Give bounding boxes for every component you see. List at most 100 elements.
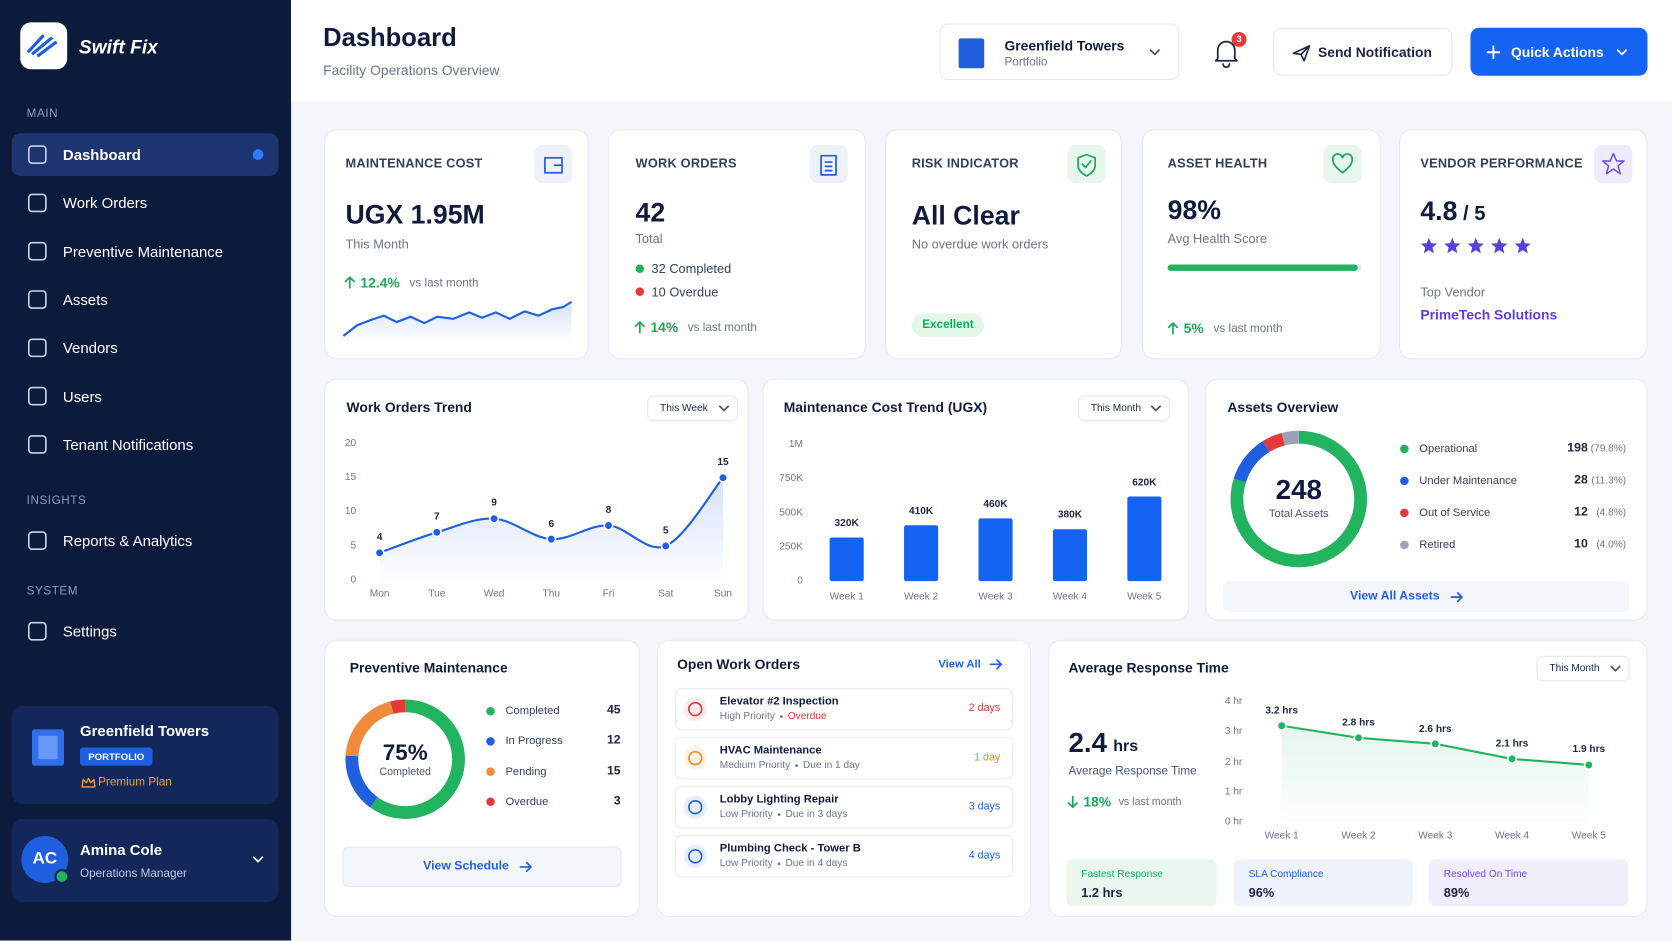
nav-icon [27,290,47,309]
dropdown[interactable] [1078,395,1170,422]
icon [1486,45,1501,60]
nav-item[interactable]: Assets [62,290,108,309]
view-schedule-button[interactable] [342,846,622,888]
kpi-breakdown: 32 Completed [651,261,732,277]
stat-value: 89% [1443,885,1470,900]
icon [1077,153,1096,177]
work-order-priority: High Priority [719,710,775,723]
kpi-label: RISK INDICATOR [911,155,1019,171]
icon [252,856,264,863]
link[interactable]: View All [938,657,981,671]
sparkline-area [343,301,572,342]
kpi-label: ASSET HEALTH [1167,155,1268,171]
user-role: Operations Manager [79,867,187,881]
y-tick-label: 5 [350,539,357,552]
work-order-icon-bg [683,746,707,770]
quick-actions-label[interactable]: Quick Actions [1510,44,1604,61]
data-label: 4 [376,531,383,544]
nav-active-bg[interactable] [11,133,279,176]
data-label: 2.6 hrs [1418,722,1452,735]
nav-icon [27,338,47,358]
legend-share: (4.0%) [1596,538,1627,551]
legend-label: Out of Service [1419,506,1491,520]
x-tick-label: Week 5 [1127,591,1162,603]
star [1444,237,1461,254]
work-order-item[interactable] [674,785,1014,829]
data-point [603,520,614,531]
nav-item[interactable]: Reports & Analytics [62,532,193,550]
kpi-change-note: vs last month [409,276,479,290]
legend-value: 198 [1567,441,1588,455]
work-order-icon-bg [683,697,707,721]
legend-dot [486,797,495,807]
donut-center-value: 75% [382,740,428,766]
star [1420,237,1437,254]
active-dot [252,149,264,160]
dropdown-label[interactable]: This Month [1549,662,1600,675]
data-label: 2.8 hrs [1342,716,1375,729]
icon [1616,49,1628,56]
status-badge [911,313,985,337]
nav-icon [27,435,47,454]
legend-value: 3 [613,794,621,808]
y-tick-label: 10 [344,505,357,518]
nav-item[interactable]: Vendors [62,339,118,357]
notification-count[interactable]: 3 [1236,33,1242,45]
kpi-caption: Top Vendor [1420,284,1486,300]
work-order-item[interactable] [674,736,1014,780]
send-notification-label[interactable]: Send Notification [1317,44,1432,61]
nav-item[interactable]: Settings [62,622,117,640]
y-tick-label: 20 [344,437,357,450]
data-label: 15 [717,456,729,469]
icon [1331,153,1354,174]
star [1467,237,1484,254]
stat-value: 96% [1248,885,1275,900]
nav-item[interactable]: Preventive Maintenance [62,242,224,260]
status-badge-text: Excellent [922,318,974,332]
kpi-value: 4.8 [1420,196,1458,227]
x-tick-label: Week 3 [978,591,1013,603]
x-tick-label: Week 2 [1341,829,1376,842]
nav-icon [27,531,47,550]
data-label: 410K [908,505,934,517]
donut-segment [345,755,378,808]
kpi-caption: This Month [345,236,409,252]
legend-dot [1400,540,1409,550]
kpi-caption: Total [635,231,663,247]
legend-label: Operational [1419,442,1478,456]
work-order-status: Due in 1 day [802,759,860,772]
legend-dot [486,737,495,746]
nav-item[interactable]: Dashboard [62,146,141,164]
property-name: Greenfield Towers [79,721,210,739]
work-order-item[interactable] [674,834,1014,878]
separator-dot [795,764,798,768]
avatar [21,836,69,883]
kpi-caption: No overdue work orders [911,236,1049,252]
work-order-status: Due in 3 days [785,808,848,821]
work-order-title: Plumbing Check - Tower B [719,842,861,855]
metric-caption: Average Response Time [1068,765,1197,778]
data-label: 9 [491,497,497,510]
nav-item[interactable]: Tenant Notifications [62,435,194,453]
legend-label: In Progress [505,734,563,748]
nav-item[interactable]: Work Orders [62,194,148,212]
view-all-assets-button[interactable] [1223,581,1630,613]
work-order-item[interactable] [674,687,1014,731]
nav-item[interactable]: Users [62,387,102,405]
kpi-value: 98% [1167,195,1221,226]
chart-title: Open Work Orders [677,656,801,673]
work-order-priority: Low Priority [719,857,773,870]
data-label: 320K [834,517,859,530]
dropdown-label[interactable]: This Month [1090,402,1141,415]
link[interactable]: View All Assets [1349,589,1440,603]
icon [820,154,837,176]
legend-value: 12 [1574,505,1588,519]
stat-label: Resolved On Time [1443,868,1528,880]
donut-segment [1233,441,1270,483]
link[interactable]: View Schedule [423,859,509,873]
dropdown-label[interactable]: This Week [660,402,708,415]
stat-value: 1.2 hrs [1081,885,1123,900]
kpi-label: MAINTENANCE COST [345,155,483,171]
nav-icon [27,145,47,164]
